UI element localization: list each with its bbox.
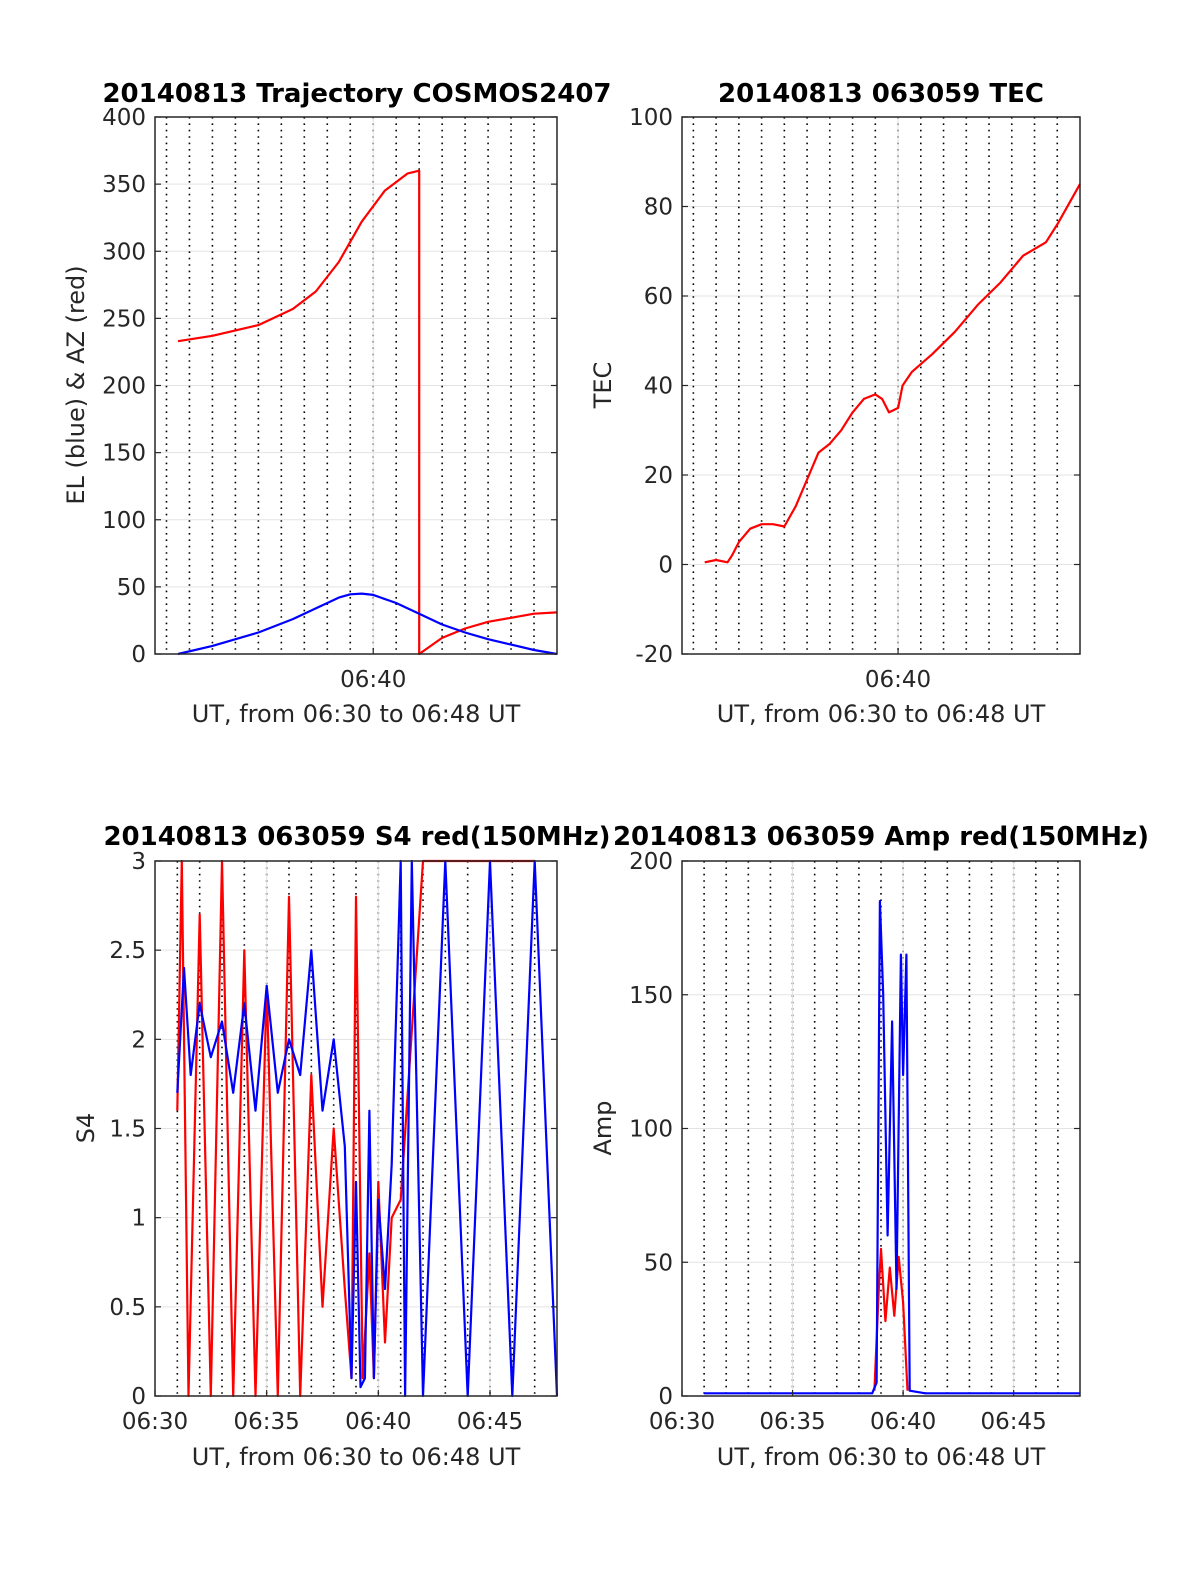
y-tick-label: 400 (102, 105, 146, 131)
panel-title: 20140813 063059 S4 red(150MHz) (103, 822, 610, 852)
y-tick-label: 80 (644, 195, 673, 221)
y-tick-label: 50 (644, 1250, 673, 1276)
x-tick-label: 06:40 (870, 1409, 936, 1435)
series-line-red (873, 1247, 909, 1391)
y-tick-label: 0.5 (109, 1295, 146, 1321)
series-line-blue (704, 899, 1080, 1395)
y-axis-label: EL (blue) & AZ (red) (62, 265, 90, 504)
y-tick-label: 1.5 (109, 1117, 146, 1143)
y-tick-label: 1 (131, 1206, 146, 1232)
y-tick-label: 20 (644, 463, 673, 489)
y-tick-label: -20 (635, 642, 673, 668)
y-tick-label: 0 (658, 1384, 673, 1410)
y-tick-label: 3 (131, 849, 146, 875)
x-tick-label: 06:45 (981, 1409, 1047, 1435)
x-tick-label: 06:30 (649, 1409, 715, 1435)
y-tick-label: 150 (102, 441, 146, 467)
series-line-blue (176, 859, 559, 1398)
y-tick-label: 50 (117, 575, 146, 601)
x-tick-label: 06:35 (759, 1409, 825, 1435)
y-tick-label: 0 (658, 553, 673, 579)
panel-amp: 20140813 063059 Amp red(150MHz) 0 50 100 15… (589, 822, 1149, 1471)
y-tick-label: 300 (102, 239, 146, 265)
series-line-red (177, 169, 558, 656)
x-axis-label: UT, from 06:30 to 06:48 UT (717, 700, 1046, 728)
y-tick-label: 200 (629, 849, 673, 875)
y-tick-label: 100 (629, 1117, 673, 1143)
y-tick-label: 2 (131, 1027, 146, 1053)
x-tick-label: 06:45 (457, 1409, 523, 1435)
x-tick-label: 06:40 (340, 667, 406, 693)
y-tick-label: 2.5 (109, 938, 146, 964)
x-tick-label: 06:30 (122, 1409, 188, 1435)
panel-s4: 20140813 063059 S4 red(150MHz) 0 0.5 1 1.5 2… (72, 822, 611, 1471)
x-axis-label: UT, from 06:30 to 06:48 UT (717, 1443, 1046, 1471)
x-tick-label: 06:40 (865, 667, 931, 693)
y-tick-label: 150 (629, 983, 673, 1009)
y-tick-label: 100 (629, 105, 673, 131)
x-axis-label: UT, from 06:30 to 06:48 UT (192, 700, 521, 728)
y-tick-label: 100 (102, 508, 146, 534)
y-axis-label: TEC (589, 362, 617, 410)
x-axis-label: UT, from 06:30 to 06:48 UT (192, 1443, 521, 1471)
panel-title: 20140813 063059 Amp red(150MHz) (613, 822, 1149, 852)
y-tick-label: 250 (102, 306, 146, 332)
y-tick-label: 200 (102, 374, 146, 400)
y-tick-label: 40 (644, 374, 673, 400)
panel-title: 20140813 063059 TEC (718, 79, 1044, 109)
x-tick-label: 06:40 (345, 1409, 411, 1435)
y-tick-label: 60 (644, 284, 673, 310)
panel-tec: 20140813 063059 TEC -20 0 20 40 60 80 100 06:40… (589, 79, 1081, 728)
panel-title: 20140813 Trajectory COSMOS2407 (102, 79, 611, 109)
y-axis-label: S4 (72, 1113, 100, 1144)
y-axis-label: Amp (589, 1100, 617, 1155)
panel-trajectory: 20140813 Trajectory COSMOS2407 0 50 100 150… (62, 79, 612, 728)
series-line-red (704, 183, 1081, 564)
x-tick-label: 06:35 (234, 1409, 300, 1435)
y-tick-label: 350 (102, 172, 146, 198)
y-tick-label: 0 (131, 642, 146, 668)
series-line-blue (177, 592, 558, 656)
y-tick-label: 0 (131, 1384, 146, 1410)
